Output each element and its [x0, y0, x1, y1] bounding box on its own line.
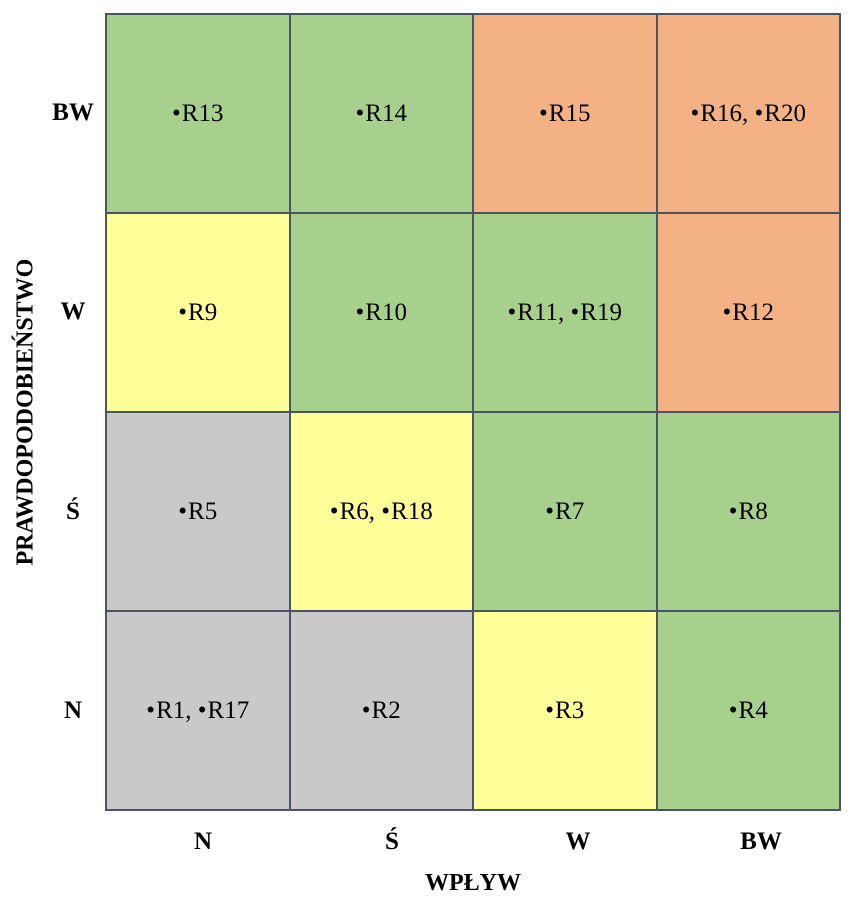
col-label-w: W	[565, 828, 591, 855]
row-label-s: Ś	[66, 498, 80, 525]
bullet-icon: •	[381, 497, 391, 525]
bullet-icon: •	[690, 99, 700, 127]
matrix-cell: •R7	[473, 412, 657, 611]
risk-label: R8	[738, 497, 768, 525]
risk-label: R1	[156, 696, 186, 724]
risk-matrix: •R13•R14•R15•R16•R20•R9•R10•R11•R19•R12•…	[105, 13, 841, 811]
risk-label: R15	[548, 99, 591, 127]
risk-item: •R1	[146, 697, 185, 725]
bullet-icon: •	[570, 298, 580, 326]
bullet-icon: •	[545, 696, 555, 724]
risk-label: R13	[181, 99, 224, 127]
y-axis-title: PRAWDOPODOBIEŃSTWO	[12, 258, 39, 566]
risk-label: R18	[391, 497, 433, 525]
risk-label: R7	[555, 497, 585, 525]
risk-item: •R13	[172, 100, 223, 128]
bullet-icon: •	[355, 298, 365, 326]
matrix-cell: •R4	[656, 611, 840, 810]
risk-label: R5	[188, 497, 218, 525]
risk-item: •R20	[742, 100, 806, 128]
risk-label: R10	[365, 298, 407, 326]
risk-label: R11	[517, 298, 559, 326]
bullet-icon: •	[728, 696, 738, 724]
risk-item: •R5	[178, 498, 217, 526]
bullet-icon: •	[329, 497, 339, 525]
risk-label: R19	[580, 298, 622, 326]
row-label-n: N	[63, 697, 83, 724]
risk-item: •R3	[545, 697, 584, 725]
x-axis-title: WPŁYW	[425, 870, 521, 896]
risk-label: R12	[732, 298, 774, 326]
risk-item: •R4	[729, 697, 768, 725]
risk-item: •R11	[508, 299, 559, 327]
risk-label: R9	[188, 298, 218, 326]
matrix-cell: •R12	[656, 213, 840, 412]
risk-item: •R8	[729, 498, 768, 526]
matrix-cell: •R1•R17	[106, 611, 290, 810]
matrix-cell: •R11•R19	[473, 213, 657, 412]
risk-item: •R16	[691, 100, 742, 128]
bullet-icon: •	[539, 99, 548, 127]
risk-label: R3	[555, 696, 585, 724]
risk-label: R4	[738, 696, 768, 724]
matrix-cell: •R13	[106, 14, 290, 213]
bullet-icon: •	[754, 99, 764, 127]
bullet-icon: •	[361, 696, 371, 724]
matrix-cell: •R6•R18	[289, 412, 473, 611]
bullet-icon: •	[197, 696, 207, 724]
risk-item: •R6	[330, 498, 369, 526]
bullet-icon: •	[146, 696, 156, 724]
risk-item: •R9	[178, 299, 217, 327]
col-label-s: Ś	[385, 828, 399, 855]
bullet-icon: •	[722, 298, 732, 326]
risk-label: R2	[371, 696, 401, 724]
matrix-cell: •R15	[473, 14, 657, 213]
matrix-cell: •R2	[289, 611, 473, 810]
risk-item: •R2	[362, 697, 401, 725]
risk-label: R6	[339, 497, 369, 525]
matrix-cell: •R3	[473, 611, 657, 810]
risk-item: •R10	[356, 299, 407, 327]
matrix-cell: •R10	[289, 213, 473, 412]
bullet-icon: •	[545, 497, 555, 525]
bullet-icon: •	[507, 298, 517, 326]
risk-item: •R15	[539, 100, 590, 128]
matrix-cell: •R5	[106, 412, 290, 611]
risk-item: •R12	[723, 299, 774, 327]
bullet-icon: •	[355, 99, 365, 127]
matrix-cell: •R8	[656, 412, 840, 611]
row-label-bw: BW	[52, 99, 94, 126]
col-label-n: N	[193, 828, 213, 855]
row-label-w: W	[60, 298, 86, 325]
risk-label: R17	[207, 696, 250, 724]
bullet-icon: •	[178, 298, 188, 326]
matrix-cell: •R14	[289, 14, 473, 213]
risk-item: •R14	[356, 100, 407, 128]
risk-label: R14	[365, 99, 407, 127]
risk-label: R16	[700, 99, 742, 127]
risk-label: R20	[764, 99, 806, 127]
bullet-icon: •	[178, 497, 188, 525]
bullet-icon: •	[728, 497, 738, 525]
matrix-cell: •R9	[106, 213, 290, 412]
bullet-icon: •	[172, 99, 181, 127]
risk-item: •R17	[185, 697, 249, 725]
col-label-bw: BW	[740, 828, 782, 855]
risk-item: •R19	[558, 299, 622, 327]
matrix-cell: •R16•R20	[656, 14, 840, 213]
risk-item: •R7	[545, 498, 584, 526]
risk-item: •R18	[369, 497, 433, 526]
